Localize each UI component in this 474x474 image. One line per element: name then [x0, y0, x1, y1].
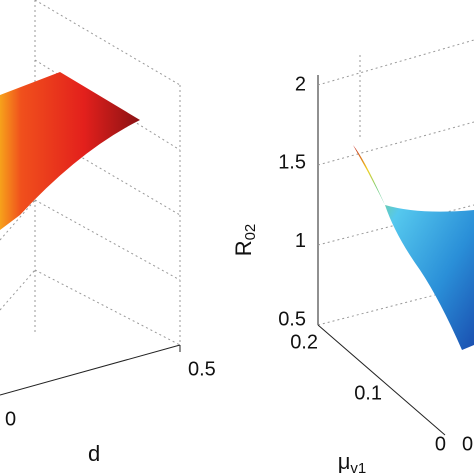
y-tick-label: 0.2: [290, 331, 318, 353]
right-box: [317, 39, 474, 436]
left-box: [0, 0, 181, 396]
z-tick-label: 1.5: [278, 152, 306, 174]
z-tick-label: 2: [295, 73, 306, 95]
x-tick-label: 0.5: [188, 358, 216, 380]
z-tick-label: 1: [295, 230, 306, 252]
x-tick-label: 0: [5, 408, 16, 430]
y-tick-label: 0.1: [354, 382, 382, 404]
x-tick-label: 0: [462, 433, 473, 455]
z-tick-label: 0.5: [278, 308, 306, 330]
z-axis-label-sub: 02: [242, 224, 259, 241]
z-axis-label-base: R: [231, 240, 256, 256]
z-axis-label: R02: [231, 224, 259, 257]
y-axis-label-sub: v1: [350, 460, 366, 474]
y-tick-label: 0: [435, 433, 446, 455]
y-axis-label-base: μ: [338, 449, 351, 474]
x-axis-label: d: [88, 441, 100, 466]
surface: [353, 145, 474, 350]
y-axis-label: μv1: [338, 449, 367, 474]
surface: [0, 72, 140, 230]
